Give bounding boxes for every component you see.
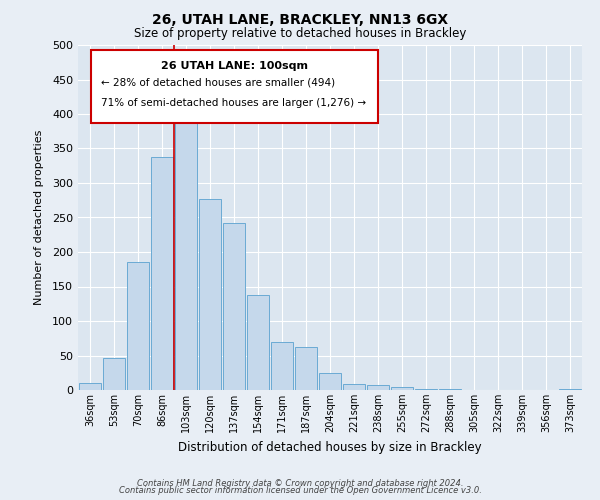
- Bar: [199, 199, 221, 390]
- Bar: [559, 388, 581, 390]
- Bar: [415, 388, 437, 390]
- Bar: [343, 384, 365, 390]
- Bar: [271, 342, 293, 390]
- Text: 26, UTAH LANE, BRACKLEY, NN13 6GX: 26, UTAH LANE, BRACKLEY, NN13 6GX: [152, 12, 448, 26]
- Text: Contains HM Land Registry data © Crown copyright and database right 2024.: Contains HM Land Registry data © Crown c…: [137, 478, 463, 488]
- Bar: [295, 346, 317, 390]
- Bar: [79, 383, 101, 390]
- Bar: [367, 385, 389, 390]
- Bar: [175, 114, 197, 390]
- Text: 26 UTAH LANE: 100sqm: 26 UTAH LANE: 100sqm: [161, 60, 308, 70]
- Y-axis label: Number of detached properties: Number of detached properties: [34, 130, 44, 305]
- FancyBboxPatch shape: [91, 50, 378, 122]
- Text: Size of property relative to detached houses in Brackley: Size of property relative to detached ho…: [134, 28, 466, 40]
- Bar: [223, 223, 245, 390]
- Text: ← 28% of detached houses are smaller (494): ← 28% of detached houses are smaller (49…: [101, 78, 335, 88]
- Bar: [391, 387, 413, 390]
- Bar: [127, 262, 149, 390]
- Bar: [151, 157, 173, 390]
- X-axis label: Distribution of detached houses by size in Brackley: Distribution of detached houses by size …: [178, 440, 482, 454]
- Bar: [319, 373, 341, 390]
- Text: 71% of semi-detached houses are larger (1,276) →: 71% of semi-detached houses are larger (…: [101, 98, 366, 108]
- Bar: [103, 358, 125, 390]
- Text: Contains public sector information licensed under the Open Government Licence v3: Contains public sector information licen…: [119, 486, 481, 495]
- Bar: [247, 296, 269, 390]
